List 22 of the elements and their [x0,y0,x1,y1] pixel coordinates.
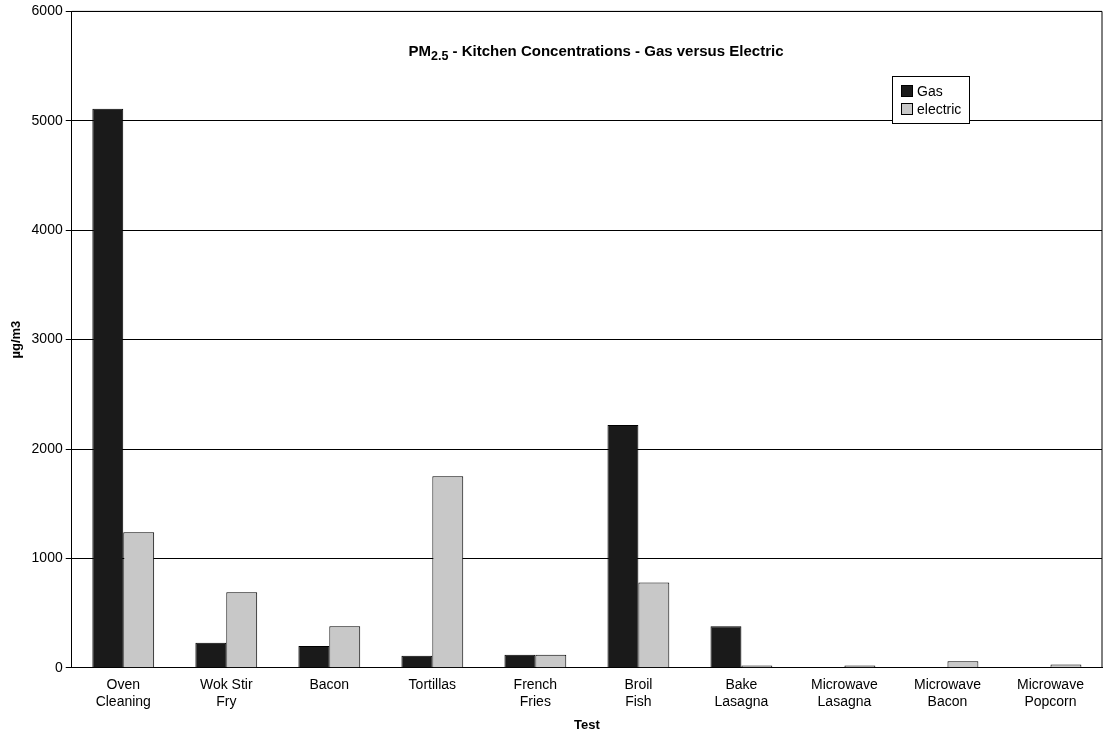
x-tick-label: Wok Stir Fry [199,676,253,709]
x-axis-title: Test [573,716,601,732]
y-tick-label: 0 [54,658,63,675]
y-tick-label: 1000 [31,549,63,566]
x-tick-label: Microwave Popcorn [1017,676,1085,709]
text: PM$_{2.5}$ - Kitchen Concentrations - Gas versus Electric [407,42,785,63]
x-tick-label: Microwave Bacon [914,676,982,709]
legend-label: Gas [917,83,943,100]
x-tick-label: Bacon [309,676,350,693]
y-tick-label: 6000 [31,2,63,19]
x-tick-label: Oven Cleaning [95,676,151,709]
y-tick-label: 5000 [31,111,63,128]
x-tick-label: French Fries [513,676,558,709]
x-tick-label: Tortillas [408,676,457,693]
y-tick-label: 3000 [31,330,63,347]
y-axis-title: µg/m3 [8,320,24,359]
y-tick-label: 2000 [31,439,63,456]
x-tick-label: Bake Lasagna [714,676,769,709]
x-tick-label: Microwave Lasagna [810,676,879,709]
legend-label: electric [917,101,962,118]
y-tick-label: 4000 [31,221,63,238]
x-tick-label: Broil Fish [624,676,653,709]
